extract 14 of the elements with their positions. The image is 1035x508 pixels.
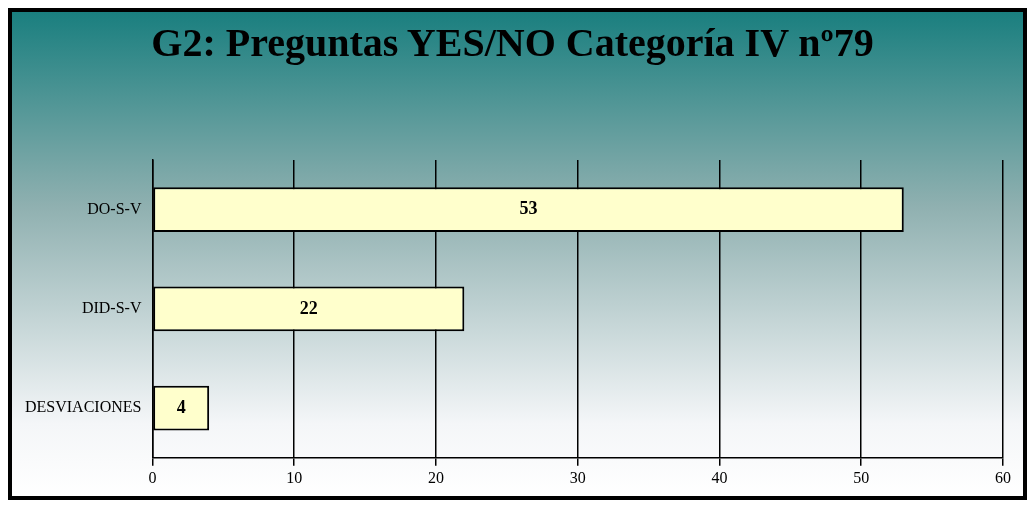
chart-title: G2: Preguntas YES/NO Categoría IV nº79 [151,20,874,66]
y-tick-label: DESVIACIONES [24,398,142,416]
x-tick-label: 0 [148,468,157,486]
data-label: 53 [519,198,538,219]
data-label: 22 [299,297,318,318]
y-tick-label: DID-S-V [81,299,142,317]
x-tick-label: 60 [995,468,1011,486]
y-tick-label: DO-S-V [87,199,142,217]
x-tick-label: 30 [569,468,586,486]
x-tick-label: 20 [427,468,444,486]
x-tick-label: 50 [853,468,870,486]
data-label: 4 [176,396,186,417]
x-tick-label: 10 [286,468,303,486]
x-tick-label: 40 [711,468,728,486]
